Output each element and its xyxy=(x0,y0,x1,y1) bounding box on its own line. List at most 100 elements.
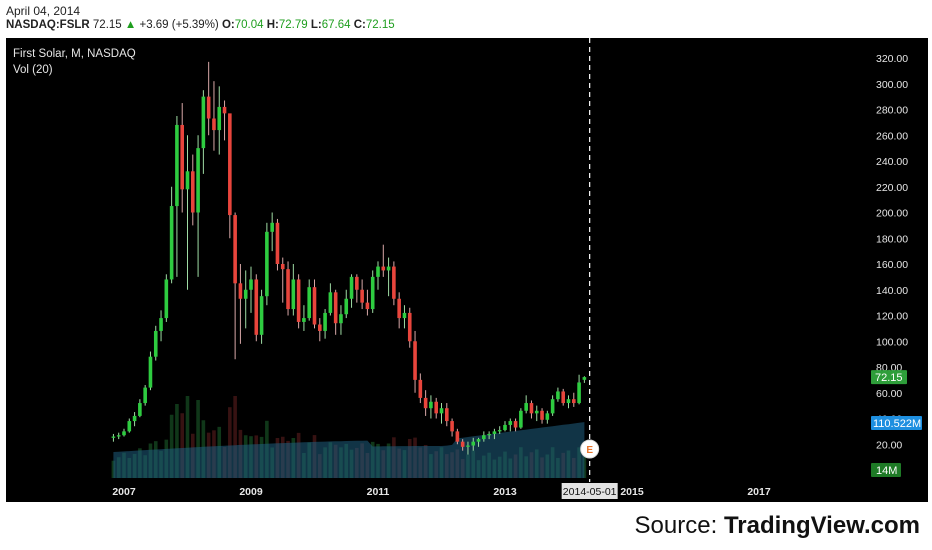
candle[interactable] xyxy=(317,318,322,342)
candle[interactable] xyxy=(513,418,518,432)
candle[interactable] xyxy=(376,261,380,290)
candle[interactable] xyxy=(471,437,476,451)
candle[interactable] xyxy=(355,274,359,303)
candle[interactable] xyxy=(201,90,206,174)
candle[interactable] xyxy=(534,405,539,422)
candle-body xyxy=(355,276,359,290)
candle[interactable] xyxy=(370,270,375,313)
candle[interactable] xyxy=(492,428,497,440)
candle[interactable] xyxy=(259,289,264,344)
candle[interactable] xyxy=(386,257,391,297)
candle[interactable] xyxy=(497,426,502,434)
y-tick-label: 100.00 xyxy=(876,336,908,348)
candle[interactable] xyxy=(190,154,195,226)
price-scale[interactable] xyxy=(868,38,928,482)
candle[interactable] xyxy=(280,257,285,303)
candle[interactable] xyxy=(503,421,507,432)
candle[interactable] xyxy=(307,279,312,321)
candle[interactable] xyxy=(212,81,216,151)
candle[interactable] xyxy=(138,399,142,418)
candle[interactable] xyxy=(132,412,137,427)
candle[interactable] xyxy=(550,395,555,416)
candle[interactable] xyxy=(556,387,560,402)
candle[interactable] xyxy=(196,135,200,277)
candle[interactable] xyxy=(577,374,581,405)
candle[interactable] xyxy=(228,113,232,239)
candle[interactable] xyxy=(571,392,576,407)
candle[interactable] xyxy=(455,428,460,445)
candle[interactable] xyxy=(545,410,550,424)
candle[interactable] xyxy=(286,261,290,316)
earnings-marker[interactable]: E xyxy=(580,439,600,459)
candle[interactable] xyxy=(180,103,185,213)
candle[interactable] xyxy=(429,395,433,419)
candle[interactable] xyxy=(222,100,227,141)
candle[interactable] xyxy=(217,86,222,155)
candle[interactable] xyxy=(524,395,528,414)
volume-legend[interactable]: Vol (20) xyxy=(13,64,53,76)
candle[interactable] xyxy=(381,244,386,277)
candle[interactable] xyxy=(561,388,566,406)
candle[interactable] xyxy=(397,292,401,329)
candle[interactable] xyxy=(243,270,248,329)
candle[interactable] xyxy=(175,115,179,277)
candle[interactable] xyxy=(323,309,327,339)
candle[interactable] xyxy=(487,431,491,440)
candle[interactable] xyxy=(339,305,343,335)
candle[interactable] xyxy=(540,408,544,424)
candle[interactable] xyxy=(407,307,412,348)
candle[interactable] xyxy=(508,418,513,432)
candle[interactable] xyxy=(582,376,587,383)
candle[interactable] xyxy=(450,418,454,437)
candle[interactable] xyxy=(312,279,317,329)
candle[interactable] xyxy=(418,373,423,404)
candle[interactable] xyxy=(254,274,259,342)
candle[interactable] xyxy=(476,437,481,447)
candle[interactable] xyxy=(233,212,237,360)
candle[interactable] xyxy=(333,289,338,335)
candle[interactable] xyxy=(434,397,439,419)
candle[interactable] xyxy=(270,212,274,252)
candle[interactable] xyxy=(291,264,296,316)
candle[interactable] xyxy=(328,283,333,316)
candle[interactable] xyxy=(365,289,370,316)
candle[interactable] xyxy=(127,418,132,433)
candle[interactable] xyxy=(360,279,364,310)
candle[interactable] xyxy=(482,431,486,442)
candle[interactable] xyxy=(466,441,470,455)
candle[interactable] xyxy=(444,403,449,427)
candle[interactable] xyxy=(148,351,153,391)
candle[interactable] xyxy=(159,310,163,342)
candle[interactable] xyxy=(185,135,190,290)
candle[interactable] xyxy=(344,289,349,319)
candle[interactable] xyxy=(275,218,280,271)
candle[interactable] xyxy=(265,222,269,306)
candle[interactable] xyxy=(143,385,147,406)
candle[interactable] xyxy=(122,428,126,437)
candle[interactable] xyxy=(238,264,243,344)
candle[interactable] xyxy=(423,390,428,416)
candle[interactable] xyxy=(349,274,354,308)
candle[interactable] xyxy=(529,400,534,419)
candle[interactable] xyxy=(402,305,407,329)
candle[interactable] xyxy=(111,433,116,442)
candle[interactable] xyxy=(206,61,211,136)
candle[interactable] xyxy=(519,408,523,429)
candle[interactable] xyxy=(566,395,571,409)
candle[interactable] xyxy=(460,439,465,451)
x-tick-label: 2011 xyxy=(367,486,390,498)
time-scale[interactable] xyxy=(6,482,928,502)
candle[interactable] xyxy=(169,186,174,284)
candle[interactable] xyxy=(302,305,306,331)
candle[interactable] xyxy=(439,403,444,424)
candle-body xyxy=(476,439,481,442)
candle[interactable] xyxy=(164,274,169,322)
candle[interactable] xyxy=(249,266,253,313)
candle[interactable] xyxy=(153,325,158,361)
candle[interactable] xyxy=(116,432,121,440)
candle[interactable] xyxy=(413,330,417,393)
candle[interactable] xyxy=(392,261,396,306)
candle[interactable] xyxy=(296,274,301,329)
y-tick-label: 320.00 xyxy=(876,53,908,65)
